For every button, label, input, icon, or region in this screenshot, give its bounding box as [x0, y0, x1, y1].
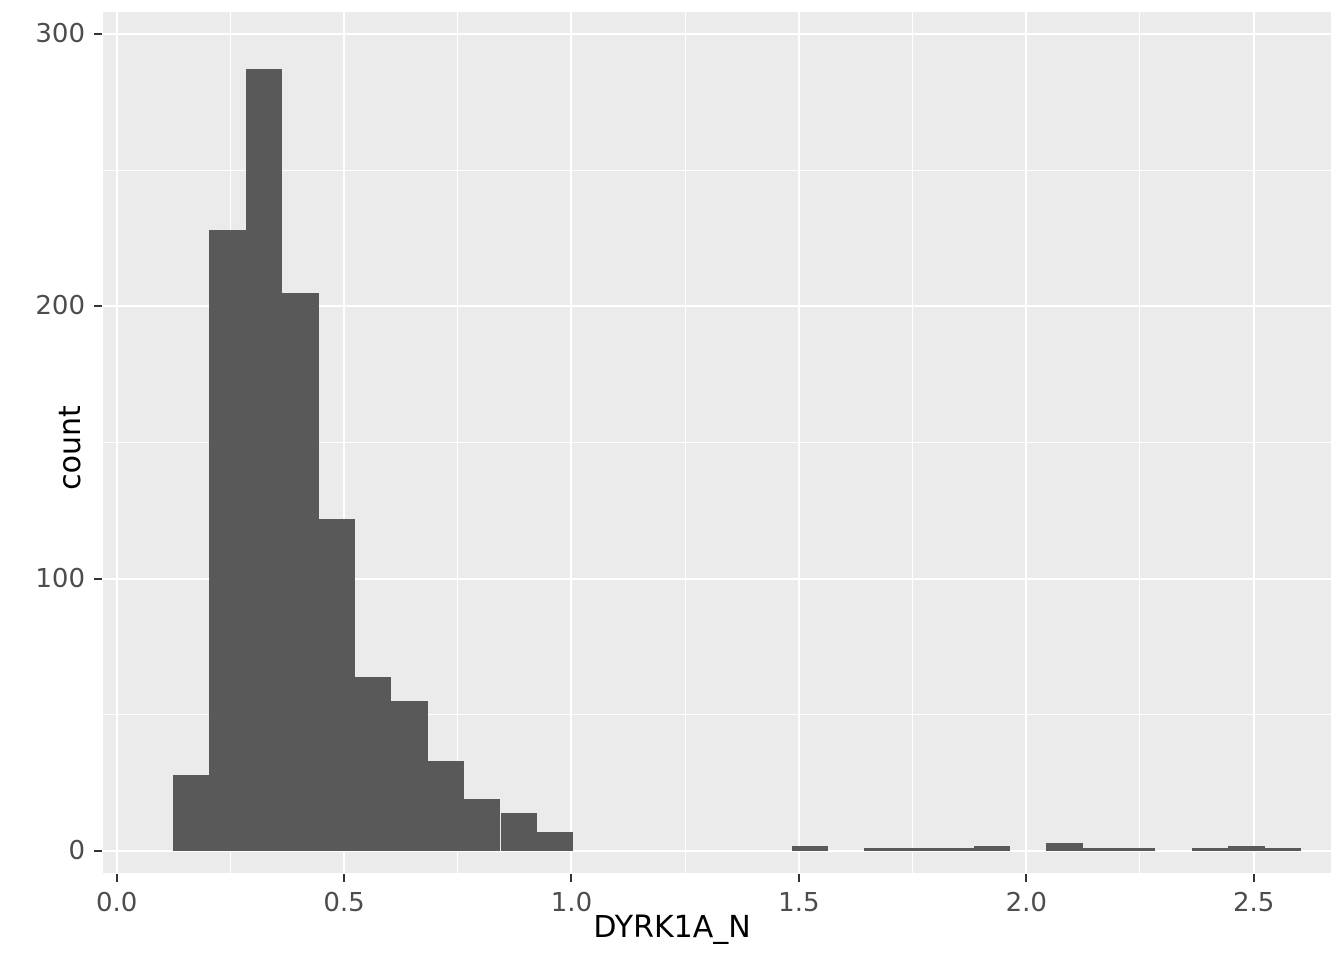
y-tick-label: 0: [68, 836, 85, 867]
histogram-bar: [1264, 848, 1301, 852]
histogram-bar: [791, 845, 828, 852]
histogram-bar: [209, 229, 246, 852]
histogram-bar: [1191, 848, 1229, 852]
x-tick-label: 1.5: [778, 888, 820, 918]
histogram-bar: [464, 799, 501, 852]
histogram-bar: [1228, 845, 1265, 852]
histogram-bar: [900, 848, 938, 852]
x-axis-title: DYRK1A_N: [593, 910, 751, 945]
histogram-bar: [245, 69, 283, 852]
y-tick-mark: [94, 305, 102, 308]
x-tick-label: 0.5: [323, 888, 365, 918]
gridline-y-major: [103, 305, 1331, 308]
x-tick-mark: [570, 874, 573, 882]
gridline-y-major: [103, 577, 1331, 580]
histogram-bar: [1082, 848, 1120, 852]
histogram-bar: [173, 774, 210, 852]
x-tick-label: 1.0: [550, 888, 593, 918]
y-tick-label: 200: [35, 291, 85, 322]
gridline-x-minor: [684, 12, 686, 873]
plot-panel: [103, 12, 1331, 873]
histogram-bar: [1046, 843, 1083, 852]
gridline-x-minor: [457, 12, 459, 873]
histogram-bar: [427, 761, 465, 852]
gridline-x-major: [570, 12, 573, 873]
gridline-y-minor: [103, 714, 1331, 716]
histogram-bar: [973, 845, 1010, 852]
histogram-bar: [536, 832, 574, 852]
gridline-x-major: [1025, 12, 1028, 873]
histogram-bar: [500, 813, 537, 852]
gridline-y-major: [103, 32, 1331, 35]
histogram-bar: [1119, 848, 1156, 852]
y-tick-mark: [94, 850, 102, 853]
y-tick-label: 300: [35, 18, 85, 49]
y-tick-mark: [94, 577, 102, 580]
x-tick-mark: [1252, 874, 1255, 882]
y-axis-title: count: [53, 405, 88, 490]
y-tick-mark: [94, 32, 102, 35]
x-tick-label: 2.0: [1005, 888, 1047, 918]
gridline-y-minor: [103, 442, 1331, 443]
gridline-x-minor: [1139, 12, 1141, 873]
gridline-x-major: [343, 12, 346, 873]
gridline-x-minor: [912, 12, 914, 873]
histogram-bar: [391, 701, 428, 852]
x-tick-label: 2.5: [1232, 888, 1275, 918]
gridline-y-major: [103, 850, 1331, 853]
histogram-bar: [318, 518, 355, 852]
histogram-bar: [354, 676, 392, 852]
x-tick-mark: [343, 874, 346, 882]
x-tick-mark: [797, 874, 800, 882]
histogram-bar: [937, 848, 974, 852]
y-tick-label: 100: [35, 563, 85, 594]
gridline-y-minor: [103, 169, 1331, 171]
histogram-bar: [864, 848, 901, 852]
x-tick-label: 0.0: [95, 888, 138, 918]
gridline-x-major: [115, 12, 118, 873]
histogram-bar: [282, 292, 319, 852]
x-tick-mark: [1025, 874, 1028, 882]
x-tick-mark: [115, 874, 118, 882]
gridline-x-major: [1252, 12, 1255, 873]
gridline-x-major: [797, 12, 800, 873]
